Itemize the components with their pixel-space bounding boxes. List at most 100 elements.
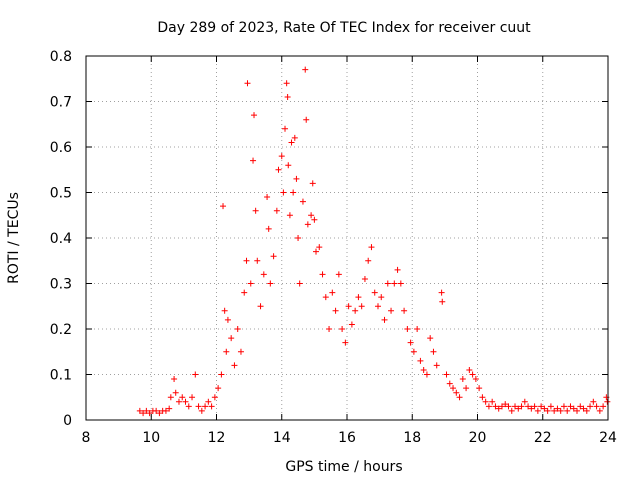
data-point [329,289,336,296]
y-tick-label: 0.7 [50,95,72,111]
data-point [171,376,178,383]
data-point [512,403,519,410]
data-points [136,66,611,417]
data-point [304,221,311,228]
data-point [143,407,150,414]
data-point [498,403,505,410]
data-point [234,326,241,332]
data-point [282,125,289,132]
data-point [185,403,192,410]
data-point [283,80,290,87]
x-tick-label: 16 [338,430,356,446]
data-point [273,207,280,214]
data-point [378,294,385,301]
data-point [231,362,238,369]
data-point [302,66,309,73]
data-point [192,371,199,378]
data-point [251,112,258,119]
data-point [374,303,381,310]
data-point [243,257,250,264]
data-point [293,175,300,182]
data-point [443,371,450,378]
data-point [284,93,291,100]
data-point [278,153,285,160]
data-point [146,410,153,417]
data-point [303,116,310,123]
data-point [580,405,587,412]
data-point [296,280,303,287]
data-point [313,248,320,255]
data-point [166,405,173,412]
data-point [156,410,163,417]
data-point [195,403,202,410]
y-tick-label: 0.2 [50,322,72,338]
y-tick-label: 0.3 [50,277,72,293]
data-point [381,316,388,323]
chart-title: Day 289 of 2023, Rate Of TEC Index for r… [157,20,531,36]
data-point [198,407,205,414]
data-point [221,307,228,314]
data-point [420,366,427,373]
data-point [397,280,404,287]
data-point [469,371,476,378]
data-point [423,371,430,378]
data-point [264,194,271,201]
data-point [361,275,368,282]
data-point [140,410,147,417]
data-point [583,407,590,414]
data-point [388,307,395,314]
data-point [534,407,541,414]
data-point [322,294,329,301]
data-point [352,307,359,314]
data-point [288,139,295,146]
data-point [417,357,424,364]
data-point [162,407,169,414]
data-point [295,235,302,241]
data-point [515,405,522,412]
data-point [466,366,473,373]
y-axis-label: ROTI / TECUs [6,192,22,284]
data-point [365,257,372,264]
data-point [311,216,318,223]
data-point [252,207,259,214]
data-point [241,289,248,296]
data-point [202,403,209,410]
data-point [250,157,257,164]
data-point [439,298,446,305]
data-point [208,403,215,410]
data-point [205,398,212,405]
data-point [567,403,574,410]
data-point [547,403,554,410]
data-point [211,394,218,401]
data-point [453,389,460,396]
data-point [551,407,558,414]
x-tick-label: 14 [273,430,291,446]
data-point [508,407,515,414]
y-tick-label: 0.5 [50,186,72,202]
data-point [430,348,437,355]
data-point [438,289,445,296]
data-point [410,348,417,355]
data-point [223,348,230,355]
data-point [309,180,316,187]
data-point [407,339,414,346]
data-point [414,326,421,332]
y-tick-label: 0 [63,413,72,429]
data-point [479,394,486,401]
data-point [371,289,378,296]
data-point [348,321,355,328]
data-point [290,189,297,196]
data-point [587,403,594,410]
data-point [220,203,227,210]
data-point [485,403,492,410]
data-point [394,266,401,273]
data-point [492,403,499,410]
data-point [175,398,182,405]
data-point [531,403,538,410]
data-point [525,403,532,410]
data-point [528,405,535,412]
data-point [291,134,298,141]
data-point [319,271,326,278]
data-point [427,335,434,342]
data-point [401,307,408,314]
